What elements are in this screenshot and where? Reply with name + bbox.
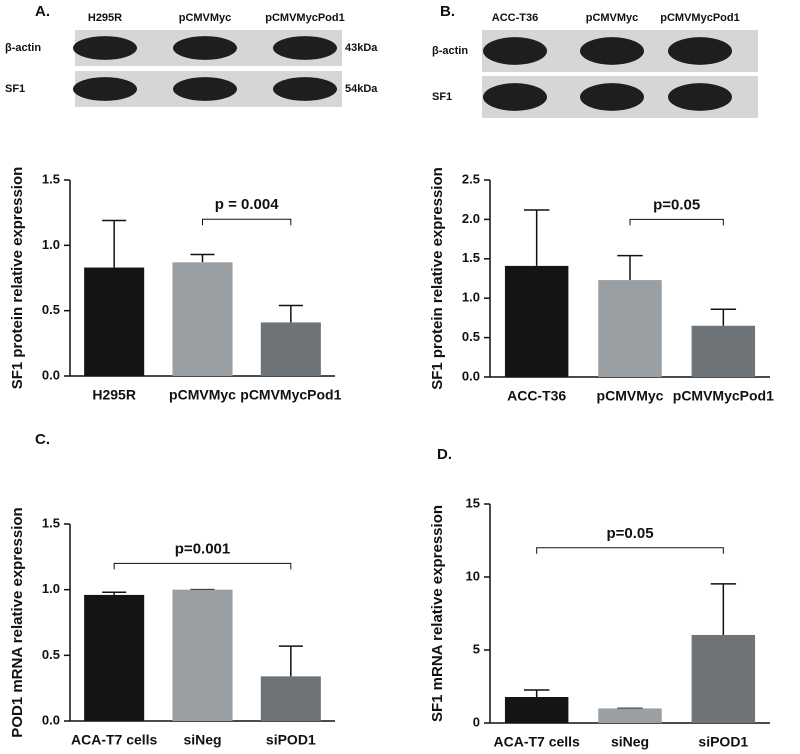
blot-band	[580, 37, 644, 65]
blot-band	[273, 77, 337, 101]
x-tick-label: ACC-T36	[507, 388, 566, 404]
bar	[172, 262, 233, 376]
bar	[84, 594, 145, 721]
y-axis-label: SF1 mRNA relative expression	[429, 505, 446, 722]
y-tick-label: 0	[473, 714, 480, 729]
y-tick-label: 0.5	[42, 647, 60, 662]
blot-size-label: 43kDa	[345, 42, 378, 54]
y-tick-label: 5	[473, 641, 480, 656]
blot-size-label: 54kDa	[345, 83, 378, 95]
significance-bracket	[536, 547, 724, 554]
x-tick-label: ACA-T7 cells	[493, 734, 580, 750]
bar	[172, 589, 233, 721]
blot-band	[173, 77, 237, 101]
p-value: p = 0.004	[215, 196, 279, 213]
panel-label: B.	[440, 3, 455, 20]
y-tick-label: 1.5	[42, 515, 60, 530]
y-tick-label: 0.0	[42, 367, 60, 382]
blot-lane-label: pCMVMycPod1	[660, 12, 739, 24]
p-value: p=0.05	[606, 525, 653, 542]
panel-label: A.	[35, 3, 50, 20]
bar	[691, 634, 756, 723]
panel-label: C.	[35, 431, 50, 448]
blot-band	[483, 37, 547, 65]
x-tick-label: siNeg	[183, 732, 221, 748]
y-tick-label: 1.5	[462, 250, 480, 265]
x-tick-label: pCMVMycPod1	[673, 388, 774, 404]
x-tick-label: siPOD1	[266, 732, 316, 748]
blot-row-label: SF1	[432, 91, 452, 103]
y-tick-label: 1.0	[42, 581, 60, 596]
y-tick-label: 0.5	[42, 302, 60, 317]
panel-label: D.	[437, 446, 452, 463]
x-tick-label: pCMVMycPod1	[240, 387, 341, 403]
bar	[260, 676, 321, 721]
y-axis-label: POD1 mRNA relative expression	[9, 507, 26, 737]
blot-band	[73, 36, 137, 60]
x-tick-label: H295R	[92, 387, 136, 403]
bar	[504, 265, 569, 377]
blot-band	[668, 83, 732, 111]
y-tick-label: 0.0	[42, 712, 60, 727]
p-value: p=0.001	[175, 540, 230, 557]
x-tick-label: siPOD1	[698, 734, 748, 750]
x-tick-label: ACA-T7 cells	[71, 732, 158, 748]
p-value: p=0.05	[653, 196, 700, 213]
y-axis-label: SF1 protein relative expression	[429, 167, 446, 390]
significance-bracket	[113, 562, 292, 570]
blot-lane-label: pCMVMyc	[586, 12, 639, 24]
y-tick-label: 2.0	[462, 211, 480, 226]
x-tick-label: pCMVMyc	[597, 388, 664, 404]
blot-lane-label: ACC-T36	[492, 12, 538, 24]
blot-row-label: β-actin	[432, 45, 468, 57]
bar	[598, 280, 662, 377]
blot-lane-label: pCMVMyc	[179, 12, 232, 24]
bar	[691, 325, 756, 377]
blot-band	[273, 36, 337, 60]
y-tick-label: 2.5	[462, 171, 480, 186]
y-tick-label: 1.0	[42, 237, 60, 252]
y-tick-label: 10	[466, 568, 480, 583]
significance-bracket	[202, 218, 292, 226]
x-tick-label: siNeg	[611, 734, 649, 750]
bar	[84, 267, 145, 376]
blot-row-label: β-actin	[5, 42, 41, 54]
blot-band	[483, 83, 547, 111]
y-tick-label: 0.5	[462, 329, 480, 344]
blot-lane-label: H295R	[88, 12, 122, 24]
significance-bracket	[629, 218, 724, 226]
blot-row-label: SF1	[5, 83, 25, 95]
y-tick-label: 1.0	[462, 290, 480, 305]
y-tick-label: 0.0	[462, 368, 480, 383]
y-tick-label: 15	[466, 495, 480, 510]
blot-band	[173, 36, 237, 60]
bar	[504, 697, 569, 723]
blot-lane-label: pCMVMycPod1	[265, 12, 344, 24]
y-axis-label: SF1 protein relative expression	[9, 167, 26, 390]
y-tick-label: 1.5	[42, 171, 60, 186]
blot-band	[73, 77, 137, 101]
x-tick-label: pCMVMyc	[169, 387, 236, 403]
bar	[260, 322, 321, 376]
bar	[598, 708, 662, 723]
blot-band	[580, 83, 644, 111]
blot-band	[668, 37, 732, 65]
